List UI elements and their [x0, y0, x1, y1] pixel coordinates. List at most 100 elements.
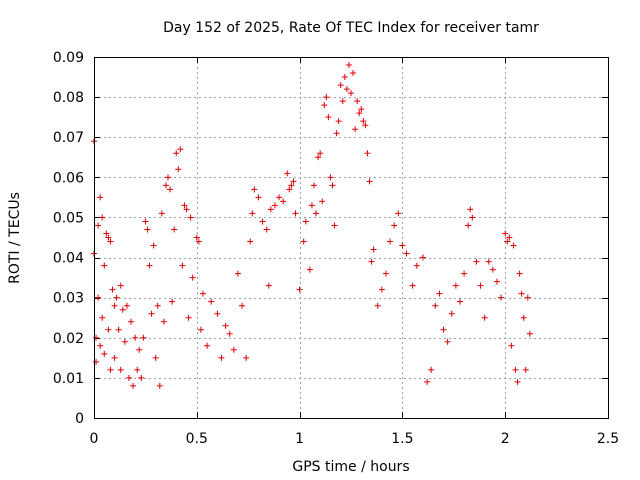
data-point — [356, 110, 363, 117]
data-point — [165, 174, 172, 181]
data-point — [140, 334, 147, 341]
data-point — [146, 262, 153, 269]
data-point — [175, 166, 182, 173]
data-point — [387, 238, 394, 245]
data-point — [158, 210, 165, 217]
data-point — [520, 314, 527, 321]
data-point — [360, 118, 367, 125]
data-point — [512, 366, 519, 373]
data-point — [113, 294, 120, 301]
data-point — [199, 290, 206, 297]
data-point — [518, 290, 525, 297]
data-point — [265, 282, 272, 289]
data-point — [300, 238, 307, 245]
data-point — [148, 310, 155, 317]
y-axis-title: ROTI / TECUs — [7, 192, 23, 284]
data-point — [115, 326, 122, 333]
data-point — [136, 346, 143, 353]
data-point — [181, 202, 188, 209]
data-point — [177, 146, 184, 153]
data-point — [489, 266, 496, 273]
data-point — [97, 194, 104, 201]
data-point — [329, 182, 336, 189]
data-point — [354, 98, 361, 105]
y-tick-label: 0.01 — [53, 371, 84, 387]
data-point — [323, 94, 330, 101]
data-point — [189, 274, 196, 281]
data-point — [317, 150, 324, 157]
data-point — [477, 282, 484, 289]
data-point — [424, 378, 431, 385]
data-point — [156, 382, 163, 389]
chart-title: Day 152 of 2025, Rate Of TEC Index for r… — [163, 20, 539, 36]
data-point — [368, 258, 375, 265]
data-point — [315, 154, 322, 161]
data-point — [325, 114, 332, 121]
plot-frame — [94, 57, 609, 419]
data-point — [95, 222, 102, 229]
data-point — [288, 182, 295, 189]
data-point — [467, 206, 474, 213]
data-point — [514, 378, 521, 385]
data-point — [276, 194, 283, 201]
y-tick-label: 0.03 — [53, 291, 84, 307]
x-tick-label: 1 — [295, 431, 304, 447]
data-point — [378, 286, 385, 293]
data-point — [382, 270, 389, 277]
data-point — [150, 242, 157, 249]
data-point — [132, 334, 139, 341]
data-point — [95, 294, 102, 301]
data-point — [195, 238, 202, 245]
data-point — [123, 302, 130, 309]
data-point — [374, 302, 381, 309]
data-point — [249, 210, 256, 217]
data-point — [413, 262, 420, 269]
data-point — [310, 182, 317, 189]
data-point — [504, 238, 511, 245]
data-point — [193, 234, 200, 241]
data-point — [197, 326, 204, 333]
data-point — [313, 210, 320, 217]
data-point — [214, 310, 221, 317]
y-tick-label: 0.09 — [53, 50, 84, 66]
data-point — [101, 350, 108, 357]
data-point — [419, 254, 426, 261]
x-tick-labels: 0 0.5 1 1.5 2 2.5 — [90, 431, 620, 447]
data-point — [183, 206, 190, 213]
data-point — [465, 222, 472, 229]
x-axis-title: GPS time / hours — [292, 459, 409, 475]
data-point — [226, 330, 233, 337]
data-point — [117, 282, 124, 289]
data-point — [99, 214, 106, 221]
data-point — [333, 130, 340, 137]
data-point — [280, 198, 287, 205]
data-point — [93, 358, 100, 365]
data-point — [130, 382, 137, 389]
data-point — [493, 278, 500, 285]
y-tick-labels: 0 0.01 0.02 0.03 0.04 0.05 0.06 0.07 0.08 0.09 — [53, 50, 84, 427]
data-point — [366, 178, 373, 185]
data-points — [91, 62, 533, 389]
data-point — [230, 346, 237, 353]
data-point — [218, 354, 225, 361]
data-point — [169, 298, 176, 305]
x-tick-label: 2.5 — [597, 431, 619, 447]
data-point — [128, 318, 135, 325]
data-point — [395, 210, 402, 217]
data-point — [171, 226, 178, 233]
data-point — [101, 262, 108, 269]
data-point — [173, 150, 180, 157]
data-point — [526, 330, 533, 337]
data-point — [522, 366, 529, 373]
data-point — [343, 86, 350, 93]
data-point — [138, 374, 145, 381]
x-tick-label: 2 — [501, 431, 510, 447]
data-point — [448, 310, 455, 317]
data-point — [308, 202, 315, 209]
data-point — [335, 118, 342, 125]
data-point — [107, 366, 114, 373]
data-point — [292, 210, 299, 217]
data-point — [263, 226, 270, 233]
data-point — [508, 342, 515, 349]
